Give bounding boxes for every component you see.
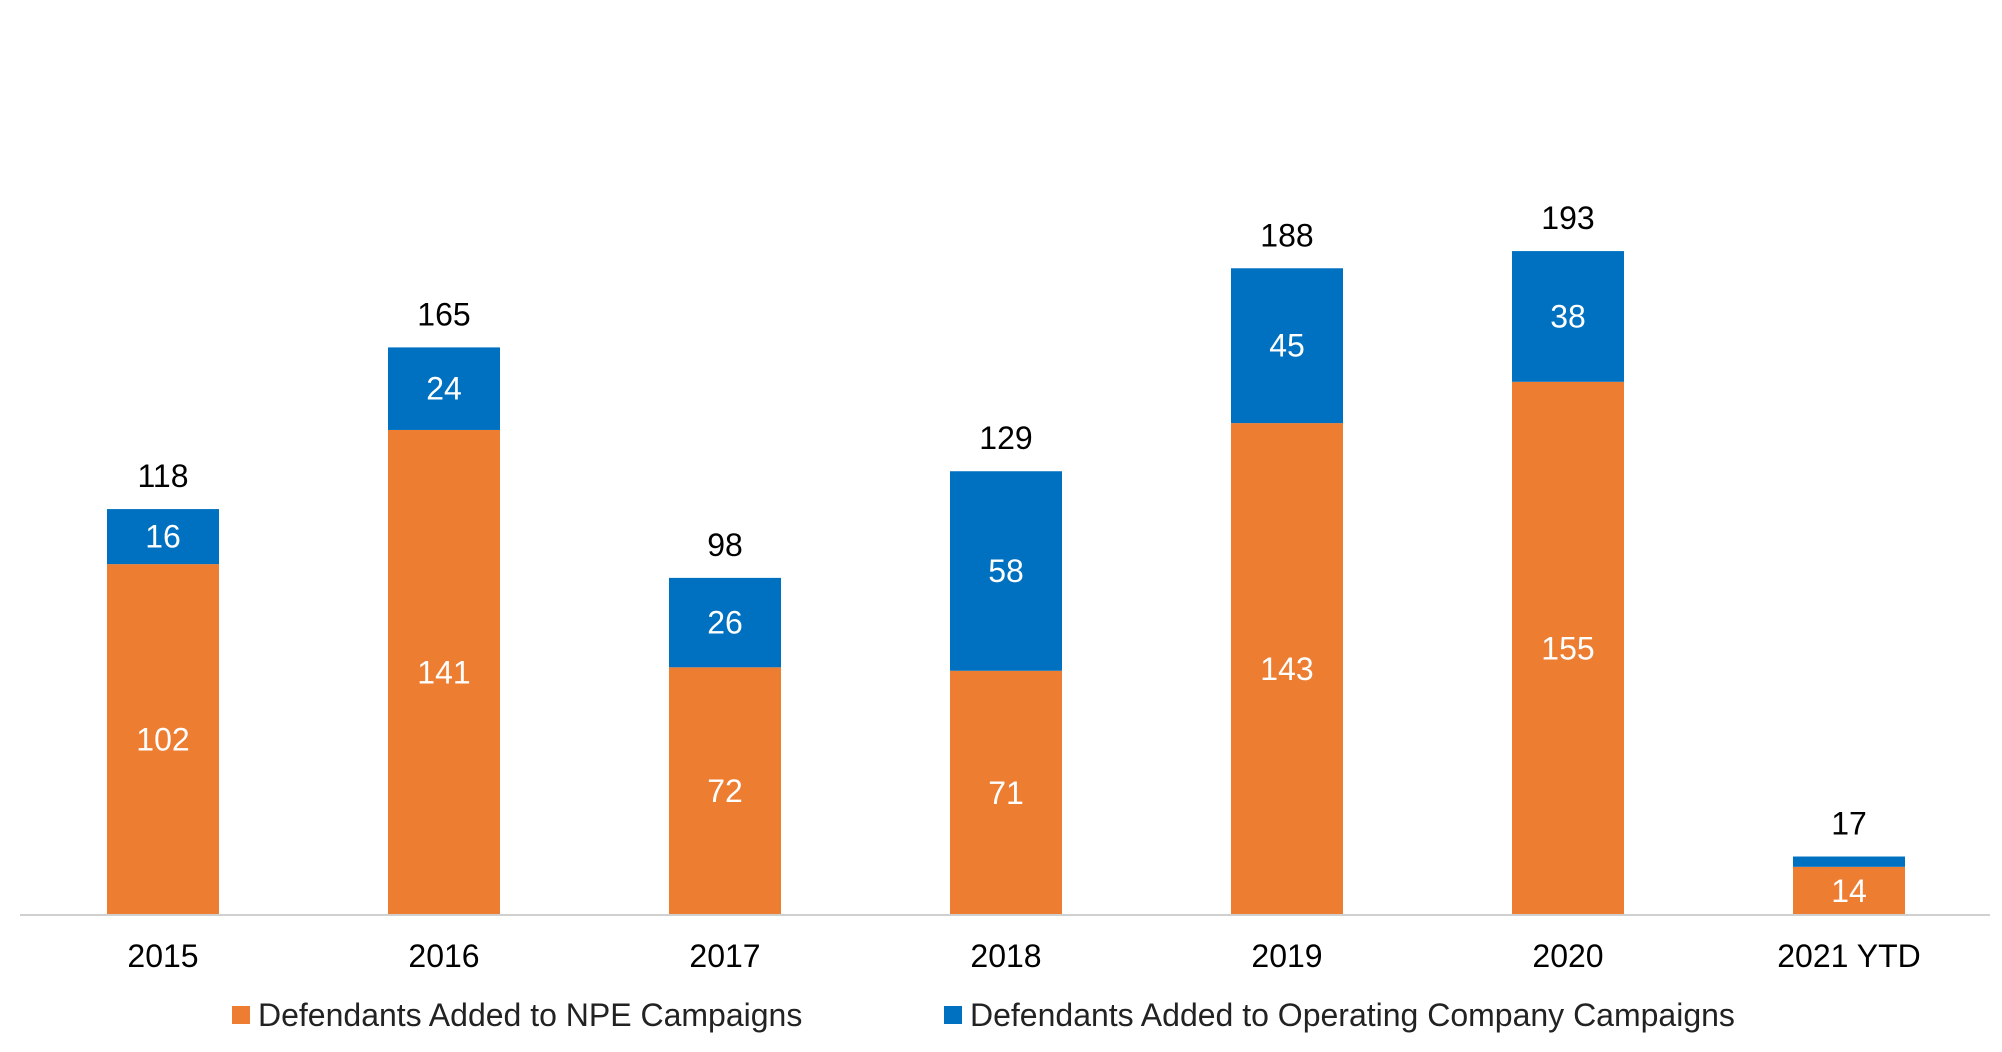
legend-label-operating-company: Defendants Added to Operating Company Ca… bbox=[970, 997, 1735, 1033]
total-label-2019: 188 bbox=[1260, 217, 1313, 253]
x-tick-label-2017: 2017 bbox=[689, 938, 760, 974]
data-label-2018-operating-company: 58 bbox=[988, 553, 1024, 589]
total-label-2016: 165 bbox=[417, 296, 470, 332]
total-label-2018: 129 bbox=[979, 420, 1032, 456]
bar-2021-ytd-operating-company bbox=[1793, 857, 1905, 867]
total-label-2021-ytd: 17 bbox=[1831, 806, 1867, 842]
data-label-2019-operating-company: 45 bbox=[1269, 328, 1305, 364]
legend-item-npe: Defendants Added to NPE Campaigns bbox=[232, 997, 802, 1033]
data-label-2021-ytd-npe: 14 bbox=[1831, 873, 1867, 909]
data-label-2019-npe: 143 bbox=[1260, 651, 1313, 687]
legend-item-operating: Defendants Added to Operating Company Ca… bbox=[944, 997, 1735, 1033]
legend-label-npe: Defendants Added to NPE Campaigns bbox=[258, 997, 802, 1033]
x-axis-ticks: 2015 2016 2017 2018 2019 2020 2021 YTD bbox=[127, 938, 1920, 974]
x-tick-label-2021-ytd: 2021 YTD bbox=[1777, 938, 1921, 974]
data-label-2020-npe: 155 bbox=[1541, 630, 1594, 666]
total-label-2015: 118 bbox=[137, 458, 188, 494]
x-tick-label-2019: 2019 bbox=[1251, 938, 1322, 974]
legend: Defendants Added to NPE Campaigns Defend… bbox=[232, 997, 1735, 1033]
data-label-2017-operating-company: 26 bbox=[707, 605, 743, 641]
x-tick-label-2016: 2016 bbox=[408, 938, 479, 974]
data-label-2016-operating-company: 24 bbox=[426, 371, 462, 407]
total-label-2017: 98 bbox=[707, 527, 743, 563]
legend-swatch-npe bbox=[232, 1006, 250, 1024]
data-label-2015-operating-company: 16 bbox=[145, 519, 181, 555]
x-tick-label-2020: 2020 bbox=[1532, 938, 1603, 974]
x-tick-label-2018: 2018 bbox=[970, 938, 1041, 974]
x-tick-label-2015: 2015 bbox=[127, 938, 198, 974]
legend-swatch-operating-company bbox=[944, 1006, 962, 1024]
data-label-2015-npe: 102 bbox=[136, 722, 189, 758]
data-label-2020-operating-company: 38 bbox=[1550, 298, 1586, 334]
data-label-2017-npe: 72 bbox=[707, 773, 743, 809]
data-label-2018-npe: 71 bbox=[988, 775, 1024, 811]
data-label-2016-npe: 141 bbox=[417, 654, 470, 690]
total-label-2020: 193 bbox=[1541, 200, 1594, 236]
